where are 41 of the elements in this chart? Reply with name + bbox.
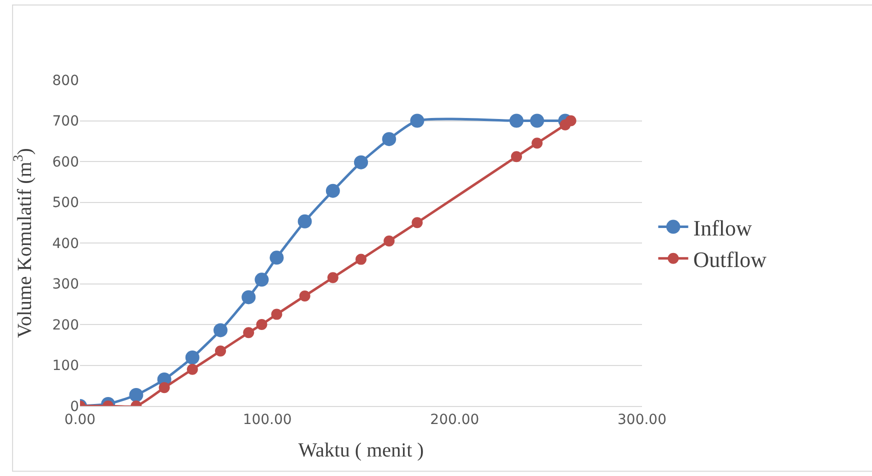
point bbox=[356, 254, 366, 265]
point bbox=[243, 327, 254, 338]
point bbox=[298, 214, 312, 228]
y-tick-label: 100 bbox=[52, 358, 79, 374]
point bbox=[158, 382, 170, 394]
point bbox=[271, 308, 282, 320]
point bbox=[530, 114, 544, 128]
point bbox=[129, 388, 144, 402]
point bbox=[326, 184, 340, 198]
point bbox=[412, 217, 423, 228]
legend-label: Outflow bbox=[693, 246, 767, 272]
point bbox=[510, 151, 522, 162]
point bbox=[410, 114, 424, 128]
point bbox=[242, 290, 256, 304]
point bbox=[354, 155, 368, 170]
point bbox=[270, 250, 284, 265]
point bbox=[215, 345, 226, 356]
x-tick-label: 300.00 bbox=[618, 412, 666, 428]
x-tick-label: 200.00 bbox=[430, 412, 480, 428]
point bbox=[565, 115, 576, 126]
legend-label: Inflow bbox=[693, 215, 752, 240]
point bbox=[254, 272, 269, 287]
point bbox=[509, 114, 524, 128]
x-axis-title: Waktu ( menit ) bbox=[298, 439, 424, 462]
y-tick-label: 600 bbox=[52, 154, 79, 170]
point bbox=[532, 138, 543, 149]
y-tick-label: 300 bbox=[52, 276, 79, 293]
point bbox=[299, 290, 310, 302]
point bbox=[382, 132, 396, 146]
y-tick-label: 200 bbox=[52, 317, 79, 334]
point bbox=[214, 323, 228, 338]
point bbox=[327, 272, 338, 284]
point bbox=[384, 235, 395, 246]
point bbox=[185, 350, 200, 365]
y-tick-label: 400 bbox=[52, 236, 79, 252]
y-tick-label: 800 bbox=[52, 72, 79, 89]
x-tick-label: 100.00 bbox=[242, 412, 292, 428]
y-tick-label: 700 bbox=[52, 114, 79, 130]
point bbox=[186, 364, 198, 375]
point bbox=[256, 319, 268, 330]
y-tick-label: 500 bbox=[52, 195, 79, 212]
